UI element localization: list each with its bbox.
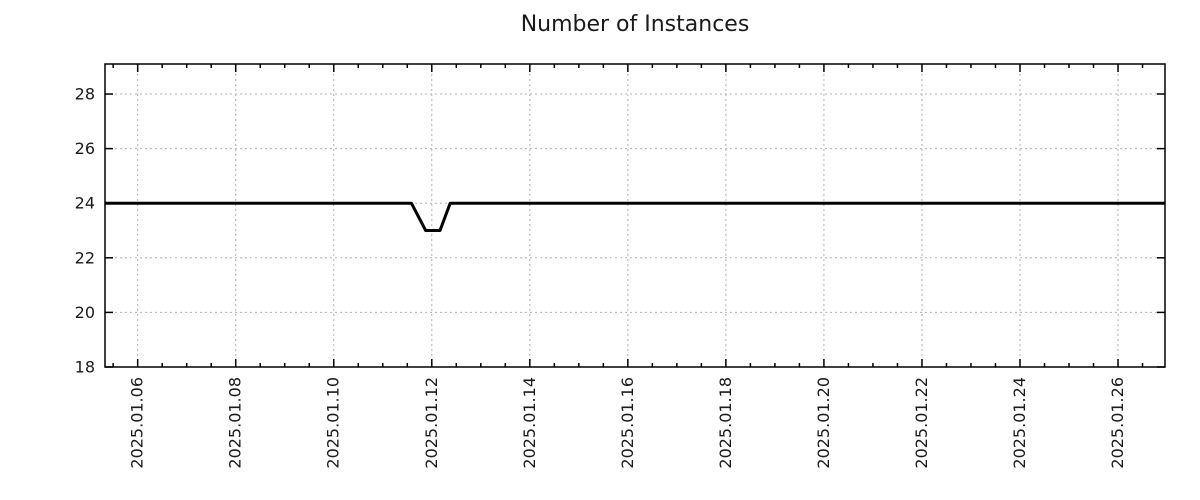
y-tick-label: 20: [75, 303, 95, 322]
x-tick-label: 2025.01.08: [226, 377, 245, 469]
y-tick-label: 28: [75, 85, 95, 104]
plot-border: [104, 63, 1166, 368]
y-tick-label: 24: [75, 194, 95, 213]
y-tick-label: 18: [75, 358, 95, 377]
y-tick-label: 22: [75, 248, 95, 267]
x-tick-label: 2025.01.22: [912, 377, 931, 469]
chart-title: Number of Instances: [520, 12, 750, 37]
x-tick-label: 2025.01.24: [1010, 377, 1029, 469]
x-tick-label: 2025.01.10: [324, 377, 343, 469]
y-tick-label: 26: [75, 139, 95, 158]
x-tick-label: 2025.01.18: [716, 377, 735, 469]
x-tick-label: 2025.01.20: [814, 377, 833, 469]
x-tick-label: 2025.01.12: [422, 377, 441, 469]
x-tick-label: 2025.01.16: [618, 377, 637, 469]
x-tick-label: 2025.01.14: [520, 377, 539, 469]
x-tick-label: 2025.01.06: [128, 377, 147, 469]
x-tick-label: 2025.01.26: [1108, 377, 1127, 469]
data-line-instances: [105, 201, 1165, 232]
